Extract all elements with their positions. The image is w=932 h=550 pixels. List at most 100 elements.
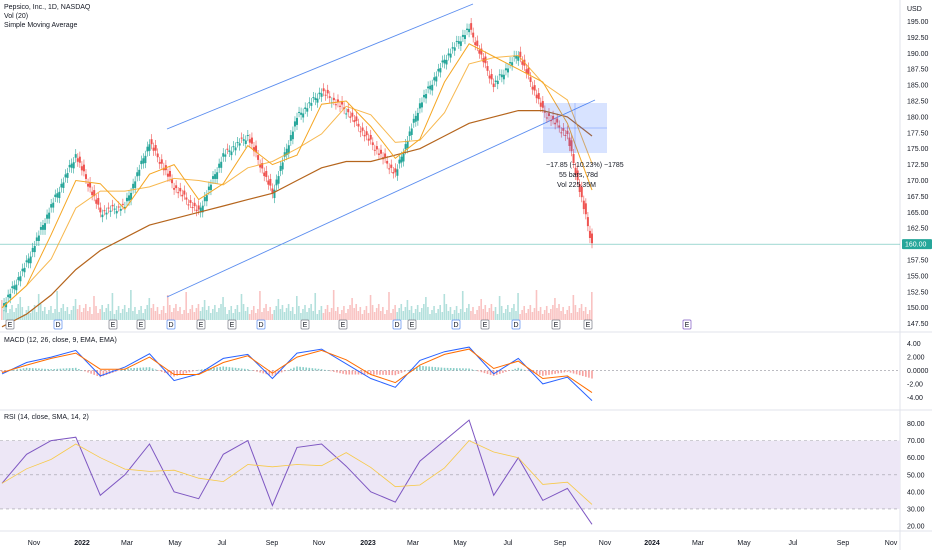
measure-tool[interactable] <box>543 103 607 153</box>
price-candle <box>248 139 251 143</box>
macd-histogram-bar <box>311 368 314 371</box>
volume-bar <box>507 305 509 320</box>
volume-bar <box>562 307 564 320</box>
volume-bar <box>427 307 429 320</box>
volume-bar <box>484 305 487 320</box>
macd-histogram-bar <box>127 368 129 371</box>
macd-histogram-bar <box>53 368 56 371</box>
price-tick-label: 175.00 <box>907 146 929 153</box>
price-candle <box>255 145 258 153</box>
macd-histogram-bar <box>517 367 520 371</box>
time-axis[interactable]: Nov 2022 Mar May Jul Sep Nov 2023 Mar May Jul Sep No… <box>28 540 898 547</box>
trend-channel[interactable] <box>166 3 596 298</box>
price-candle <box>287 145 290 154</box>
sma-legend: Simple Moving Average <box>4 22 78 29</box>
macd-histogram-bar <box>406 370 409 371</box>
earnings-marker-label: E <box>230 322 235 329</box>
rsi-title: RSI (14, close, SMA, 14, 2) <box>4 414 89 421</box>
macd-histogram-bar <box>563 370 566 373</box>
last-price-label: 160.00 <box>905 242 927 249</box>
earnings-marker <box>108 319 118 330</box>
symbol-title: Pepsico, Inc., 1D, NASDAQ <box>4 4 91 11</box>
price-candle <box>228 150 231 152</box>
volume-bar <box>476 310 478 320</box>
macd-histogram-bar <box>474 370 477 371</box>
price-candle <box>507 68 510 73</box>
price-candle <box>310 103 313 106</box>
macd-histogram-bar <box>320 369 323 371</box>
price-candle <box>566 130 569 135</box>
volume-bar <box>191 305 194 320</box>
macd-histogram-bar <box>351 370 354 375</box>
volume-bar <box>457 313 460 320</box>
price-candle <box>29 256 32 264</box>
volume-bar <box>298 306 300 320</box>
volume-bar <box>539 307 542 320</box>
price-candle <box>154 145 157 151</box>
macd-series <box>1 346 593 401</box>
macd-histogram-bar <box>90 370 92 374</box>
volume-bar <box>296 296 298 320</box>
macd-histogram-bar <box>139 367 142 371</box>
macd-histogram-bar <box>369 370 372 375</box>
macd-histogram-bar <box>256 370 258 372</box>
price-candle <box>541 101 544 108</box>
volume-bar <box>396 312 398 320</box>
volume-bar <box>418 312 421 320</box>
volume-bar <box>78 305 81 320</box>
volume-bar <box>398 308 401 320</box>
price-tick-label: 147.50 <box>907 321 929 328</box>
volume-bar <box>93 296 95 320</box>
macd-histogram-bar <box>237 368 240 371</box>
volume-bar <box>132 311 134 320</box>
volume-bar <box>384 314 386 320</box>
price-candle <box>461 34 464 37</box>
price-candle <box>492 83 495 88</box>
macd-histogram-bar <box>385 370 387 375</box>
macd-histogram-bar <box>477 370 480 372</box>
price-candle <box>556 118 559 123</box>
macd-histogram-bar <box>286 369 289 371</box>
macd-histogram-bar <box>240 368 243 371</box>
earnings-marker <box>136 319 146 330</box>
volume-bar <box>289 311 292 320</box>
volume-bar <box>283 312 286 320</box>
price-candle <box>19 276 22 282</box>
volume-bar <box>187 313 190 320</box>
price-candle <box>359 131 362 133</box>
earnings-marker <box>583 319 593 330</box>
volume-bar <box>341 310 343 320</box>
volume-bar <box>472 307 474 320</box>
price-candle <box>216 172 219 179</box>
price-candle <box>308 102 311 104</box>
volume-bar <box>257 309 259 320</box>
volume-bar <box>13 312 15 320</box>
price-candle <box>379 149 382 154</box>
macd-tick-label: -2.00 <box>907 381 923 388</box>
price-candle <box>533 85 536 91</box>
volume-bar <box>373 312 376 320</box>
volume-bar <box>343 306 345 320</box>
volume-bar <box>480 299 482 320</box>
price-candle <box>95 199 98 204</box>
price-candle <box>316 98 319 103</box>
volume-bar <box>550 309 552 320</box>
price-axis[interactable]: USD 195.00 192.50 190.00 187.50 185.00 182.50 1… <box>902 6 932 531</box>
volume-bar <box>515 311 517 320</box>
price-candle <box>560 132 563 134</box>
volume-bar <box>564 314 566 320</box>
price-candle <box>37 235 40 241</box>
volume-bar <box>300 313 302 320</box>
price-candle <box>224 154 227 157</box>
macd-histogram-bar <box>330 370 332 372</box>
volume-bar <box>459 309 462 320</box>
volume-bar <box>443 294 446 320</box>
volume-bar <box>576 312 579 320</box>
price-candle <box>87 183 90 187</box>
volume-bar <box>218 308 220 320</box>
price-candle <box>230 151 233 156</box>
volume-bar <box>490 304 493 320</box>
volume-bar <box>144 309 147 320</box>
